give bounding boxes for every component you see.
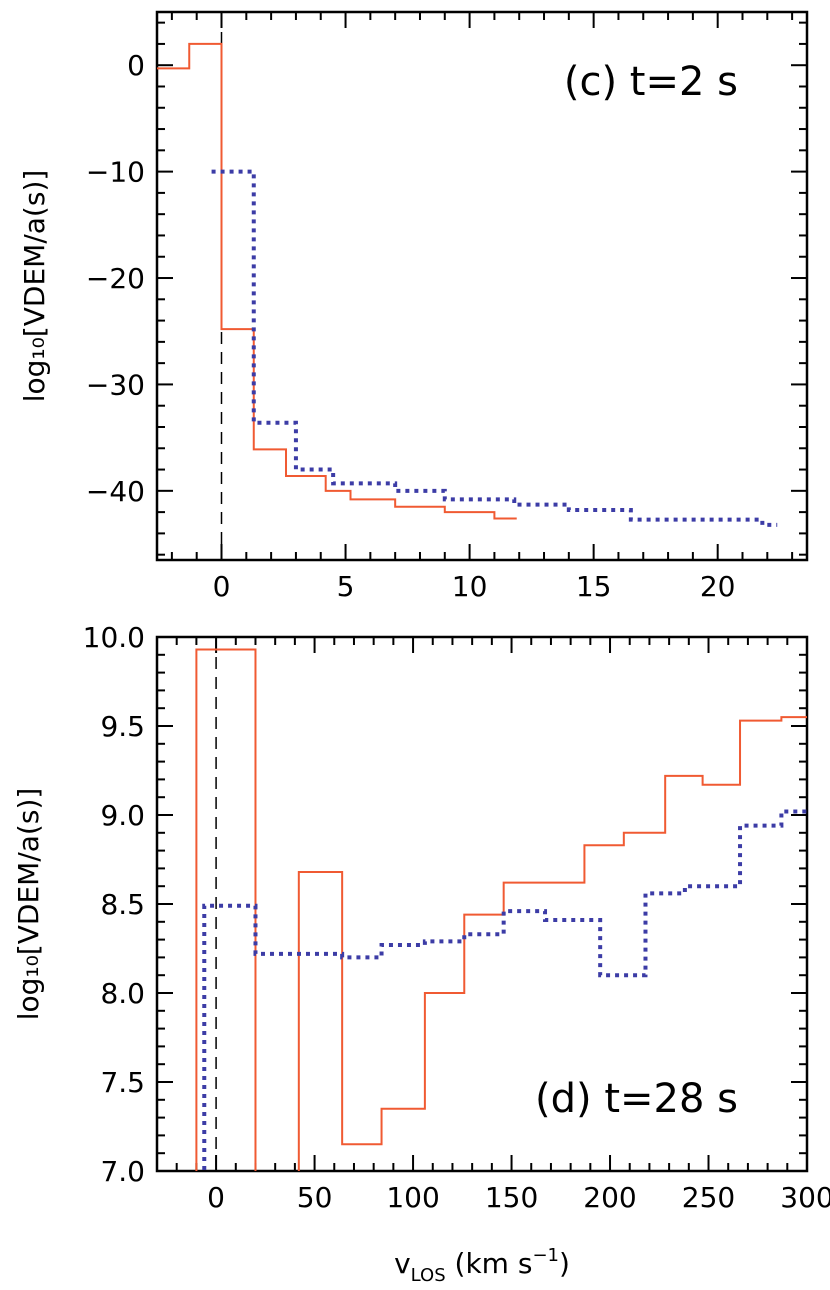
x-axis-label: vLOS (km s−1)	[394, 1245, 570, 1286]
x-axis-label-part: v	[394, 1247, 411, 1280]
plot-area	[195, 648, 807, 1171]
panel-label: (c) t=2 s	[564, 59, 738, 105]
series-dotted-line	[211, 169, 778, 527]
x-tick-label: 300	[780, 1181, 830, 1214]
y-tick-label: 7.0	[100, 1155, 145, 1188]
y-tick-label: 8.5	[100, 888, 145, 921]
y-tick-label: −30	[86, 368, 145, 401]
y-tick-label: −10	[86, 156, 145, 189]
series-solid-line	[195, 648, 807, 1171]
y-tick-label: 8.0	[100, 977, 145, 1010]
x-tick-label: 150	[485, 1181, 538, 1214]
x-tick-label: 200	[583, 1181, 636, 1214]
x-tick-label: 15	[576, 570, 612, 603]
x-tick-label: 100	[386, 1181, 439, 1214]
x-tick-label: 50	[297, 1181, 333, 1214]
y-axis-label: log₁₀[VDEM/a(s)]	[12, 788, 45, 1021]
x-tick-label: 250	[682, 1181, 735, 1214]
y-axis-label: log₁₀[VDEM/a(s)]	[18, 170, 51, 403]
x-tick-label: 0	[207, 1181, 225, 1214]
panel-d: 0 50 100 150 200 250 300 7.0 7.5 8.0 8.5 9.0 9.5 10.0…	[12, 621, 830, 1286]
plot-frame	[155, 10, 809, 562]
y-tick-label: 9.5	[100, 710, 145, 743]
y-tick-label: −20	[86, 262, 145, 295]
y-tick-label: 9.0	[100, 799, 145, 832]
x-axis-label-part: LOS	[411, 1265, 446, 1286]
plot-area	[157, 42, 778, 527]
x-tick-label: 5	[337, 570, 355, 603]
panel-label: (d) t=28 s	[535, 1076, 738, 1122]
x-tick-label: 20	[700, 570, 736, 603]
series-solid-line	[157, 42, 517, 520]
x-tick-label: 10	[452, 570, 488, 603]
y-tick-label: −40	[86, 475, 145, 508]
x-tick-label: 0	[213, 570, 231, 603]
y-tick-label: 7.5	[100, 1066, 145, 1099]
y-tick-label: 0	[127, 49, 145, 82]
x-axis-label-part: )	[559, 1247, 570, 1280]
x-axis-label-part: (km s	[446, 1247, 533, 1280]
x-axis-label-part: −1	[532, 1245, 559, 1266]
y-tick-label: 10.0	[83, 621, 145, 654]
panel-c: 0 5 10 15 20 0 −10 −20 −30 −40 log₁₀[VDEM/a(s)] (c)…	[18, 10, 809, 603]
